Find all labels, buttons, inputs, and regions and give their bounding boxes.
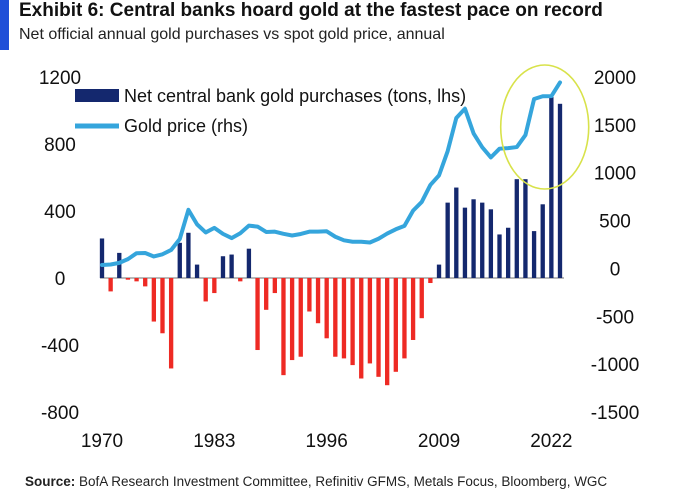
bar-2005 bbox=[402, 278, 407, 359]
bar-2003 bbox=[385, 278, 390, 386]
bar-1977 bbox=[160, 278, 165, 334]
bar-1994 bbox=[307, 278, 312, 312]
bar-1990 bbox=[272, 278, 277, 294]
bar-1991 bbox=[281, 278, 286, 376]
bar-2018 bbox=[514, 179, 519, 278]
bar-2000 bbox=[359, 278, 364, 379]
bar-2019 bbox=[523, 179, 528, 278]
gold-price-line bbox=[100, 80, 562, 267]
bar-2021 bbox=[540, 204, 545, 278]
right-axis-tick: 500 bbox=[599, 212, 631, 233]
left-axis-tick: -800 bbox=[41, 403, 79, 424]
bar-1973 bbox=[125, 278, 131, 280]
bar-2011 bbox=[454, 187, 459, 278]
right-axis-tick: -500 bbox=[596, 307, 634, 328]
legend-bar-swatch bbox=[75, 89, 119, 102]
chart-subtitle: Net official annual gold purchases vs sp… bbox=[19, 26, 445, 43]
bar-2014 bbox=[480, 202, 485, 279]
bar-2002 bbox=[376, 278, 381, 377]
bar-1978 bbox=[168, 278, 174, 369]
x-axis-tick: 1996 bbox=[306, 431, 348, 452]
source-text: BofA Research Investment Committee, Refi… bbox=[75, 474, 608, 489]
bar-1988 bbox=[255, 278, 260, 351]
bar-1974 bbox=[134, 278, 139, 282]
bar-1985 bbox=[229, 254, 234, 278]
source-note: Source: BofA Research Investment Committ… bbox=[25, 474, 607, 489]
bar-1989 bbox=[264, 278, 269, 310]
bar-1984 bbox=[220, 256, 226, 278]
left-axis-tick: -400 bbox=[41, 336, 79, 357]
bar-1981 bbox=[194, 264, 200, 278]
right-axis-tick: -1500 bbox=[591, 403, 640, 424]
bar-1979 bbox=[177, 242, 182, 278]
bar-2001 bbox=[367, 278, 373, 364]
bar-2017 bbox=[505, 227, 511, 278]
bar-2007 bbox=[419, 278, 424, 319]
bar-2013 bbox=[471, 199, 476, 278]
left-axis-tick: 0 bbox=[55, 269, 66, 290]
bar-2008 bbox=[428, 278, 433, 284]
bar-2015 bbox=[488, 209, 494, 278]
bar-1980 bbox=[186, 232, 191, 278]
left-axis-tick: 800 bbox=[44, 135, 76, 156]
bar-2006 bbox=[410, 278, 416, 340]
accent-bar bbox=[0, 0, 9, 50]
right-axis-tick: 1500 bbox=[594, 116, 636, 137]
x-axis-tick: 1970 bbox=[81, 431, 123, 452]
highlight-circle bbox=[499, 64, 590, 190]
x-axis-tick: 2022 bbox=[530, 431, 572, 452]
bar-1993 bbox=[298, 278, 303, 357]
bar-1982 bbox=[203, 278, 208, 302]
bar-1999 bbox=[350, 278, 355, 366]
x-axis-tick: 1983 bbox=[193, 431, 235, 452]
bar-1975 bbox=[143, 278, 148, 287]
bar-1987 bbox=[246, 248, 252, 278]
bar-1976 bbox=[151, 278, 157, 322]
legend-line-label: Gold price (rhs) bbox=[124, 116, 248, 136]
bar-1992 bbox=[289, 278, 295, 361]
bar-1972 bbox=[117, 252, 122, 279]
legend-bar-label: Net central bank gold purchases (tons, l… bbox=[124, 86, 466, 106]
bar-1971 bbox=[108, 278, 113, 292]
left-axis-tick: 1200 bbox=[39, 68, 81, 89]
bar-1995 bbox=[315, 278, 321, 324]
right-axis-tick: 1000 bbox=[594, 164, 636, 185]
bar-2009 bbox=[436, 264, 442, 278]
x-axis-tick: 2009 bbox=[418, 431, 460, 452]
bar-1996 bbox=[324, 278, 329, 339]
bar-1997 bbox=[333, 278, 338, 357]
bar-1983 bbox=[212, 278, 217, 294]
bar-1970 bbox=[99, 238, 105, 278]
bar-2023 bbox=[557, 103, 563, 278]
right-axis-tick: -1000 bbox=[591, 355, 640, 376]
bar-2010 bbox=[445, 202, 450, 279]
left-axis-tick: 400 bbox=[44, 202, 76, 223]
source-label: Source: bbox=[25, 474, 76, 489]
bar-1998 bbox=[341, 278, 347, 359]
bar-2016 bbox=[497, 234, 502, 278]
bar-2020 bbox=[531, 231, 537, 278]
right-axis-tick: 2000 bbox=[594, 68, 636, 89]
right-axis-tick: 0 bbox=[610, 259, 621, 280]
chart-area: 1200 800 400 0 -400 -800 2000 1500 1000 500 0 -500 -… bbox=[39, 64, 640, 452]
bar-1986 bbox=[238, 278, 243, 282]
chart-title: Exhibit 6: Central banks hoard gold at t… bbox=[19, 0, 603, 21]
bar-2004 bbox=[393, 278, 398, 372]
bar-2012 bbox=[462, 207, 468, 278]
